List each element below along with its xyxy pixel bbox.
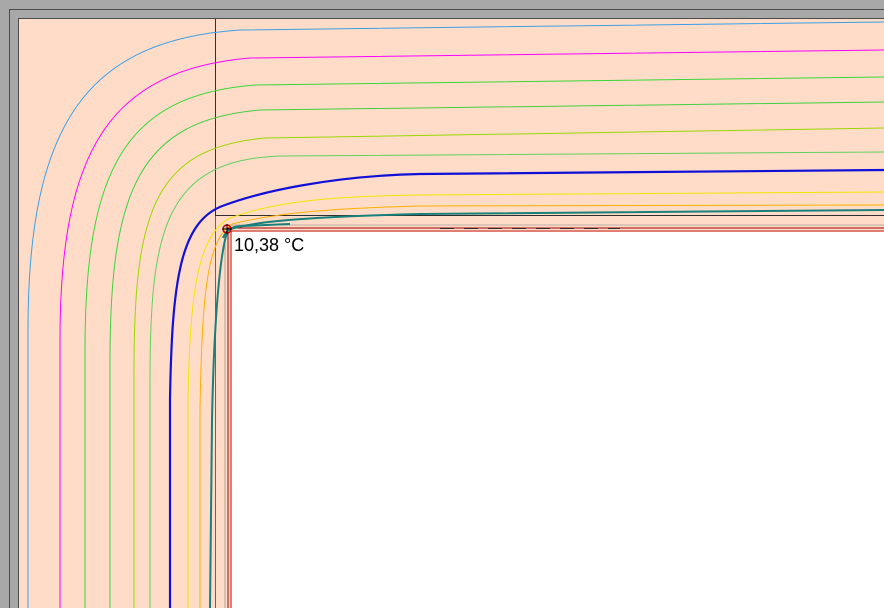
surface-line-1 — [227, 227, 884, 608]
isotherms — [27, 21, 884, 609]
isotherm-yellow-green — [133, 127, 884, 608]
isotherm-green-1 — [84, 76, 884, 608]
isotherm-magenta — [59, 49, 884, 608]
isotherm-green-3 — [149, 151, 884, 608]
isotherm-green-2 — [109, 101, 884, 608]
frame-top-border — [0, 0, 884, 9]
isotherm-yellow — [187, 191, 884, 608]
interior-region — [232, 232, 884, 608]
isotherm-orange — [199, 204, 884, 608]
isotherm-dark-blue — [168, 168, 884, 608]
probe-temperature-label: 10,38 °C — [234, 235, 305, 255]
probe-marker[interactable] — [222, 224, 232, 234]
isotherm-light-blue — [27, 21, 884, 608]
